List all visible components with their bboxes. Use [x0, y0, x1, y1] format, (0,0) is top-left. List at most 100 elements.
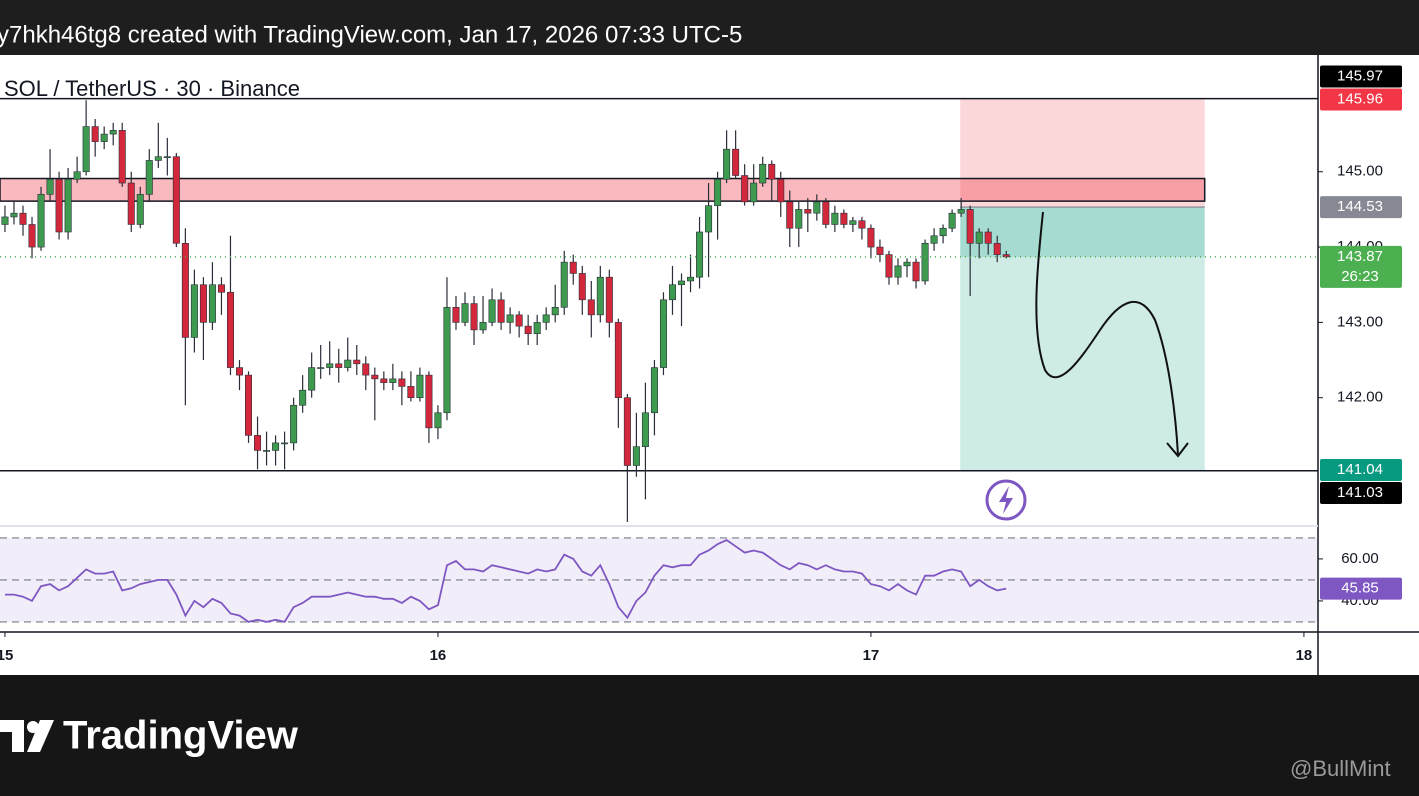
- rsi-last-label: 45.85: [1341, 580, 1379, 597]
- candle-body: [795, 209, 803, 229]
- candle-body: [28, 224, 36, 248]
- candle-body: [470, 303, 478, 331]
- resistance-zone: [0, 177, 1206, 202]
- price-label: 141.04: [1337, 461, 1383, 478]
- candle-body: [948, 212, 956, 229]
- candle-body: [362, 363, 370, 376]
- candle-body: [551, 307, 559, 316]
- candle-body: [353, 359, 361, 365]
- logo-mark: [0, 720, 24, 752]
- candle-body: [596, 276, 604, 316]
- candle-body: [560, 261, 568, 308]
- price-label: 141.03: [1337, 484, 1383, 501]
- price-label-box: [1320, 196, 1402, 219]
- candle-body: [109, 130, 117, 135]
- candle-body: [380, 378, 388, 383]
- candle-body: [299, 389, 307, 406]
- candle-body: [281, 442, 289, 445]
- chart-title: SOL / TetherUS · 30 · Binance: [4, 76, 300, 101]
- candle-body: [136, 194, 144, 225]
- candle-body: [226, 291, 234, 368]
- candle-body: [687, 276, 695, 282]
- candle-body: [750, 182, 758, 203]
- candle-body: [181, 243, 189, 338]
- candle-body: [235, 367, 243, 376]
- price-label: 143.87: [1337, 248, 1383, 265]
- candle-body: [569, 261, 577, 274]
- candle-body: [290, 404, 298, 444]
- candle-body: [614, 322, 622, 399]
- candle-body: [208, 284, 216, 323]
- candle-body: [984, 231, 992, 244]
- header-bar: [0, 0, 1419, 55]
- open-profit: [960, 207, 1205, 257]
- target-area: [960, 207, 1205, 471]
- price-countdown: 26:23: [1341, 268, 1379, 285]
- plot: 142.00143.00144.00145.001516171860.0040.…: [0, 65, 1402, 664]
- candle-body: [398, 378, 406, 387]
- candle-body: [912, 261, 920, 282]
- candle-body: [425, 374, 433, 429]
- candle-body: [461, 303, 469, 323]
- candle-body: [705, 205, 713, 233]
- candle-body: [145, 160, 153, 195]
- candle-body: [867, 227, 875, 248]
- candle-body: [127, 182, 135, 225]
- candle-body: [371, 374, 379, 380]
- candle-body: [650, 367, 658, 414]
- price-label-box: [1320, 459, 1402, 482]
- candle-body: [903, 261, 911, 267]
- candle-body: [993, 243, 1001, 255]
- candle-body: [659, 299, 667, 368]
- y-tick-label: 143.00: [1337, 313, 1383, 330]
- x-tick-label: 16: [430, 647, 447, 664]
- candle-body: [10, 212, 18, 218]
- candle-body: [533, 322, 541, 334]
- candle-body: [389, 378, 397, 383]
- candle-body: [335, 363, 343, 368]
- price-label-box: [1320, 482, 1402, 505]
- candle-body: [641, 412, 649, 447]
- candle-body: [515, 314, 523, 327]
- x-tick-label: 18: [1296, 647, 1313, 664]
- candle-body: [479, 322, 487, 331]
- candle-body: [813, 201, 821, 214]
- candle-body: [416, 374, 424, 399]
- brand-logo: TradingView: [0, 714, 299, 758]
- candle-body: [245, 374, 253, 436]
- candle-body: [217, 284, 225, 293]
- candle-body: [154, 156, 162, 161]
- candle-body: [858, 220, 866, 229]
- header-text: y7hkh46tg8 created with TradingView.com,…: [0, 21, 742, 48]
- candle-body: [524, 325, 532, 334]
- candle-body: [623, 397, 631, 466]
- price-label-box: [1320, 245, 1402, 288]
- brand-name: TradingView: [63, 714, 299, 758]
- candle-body: [957, 209, 965, 214]
- price-label: 144.53: [1337, 198, 1383, 215]
- candle-body: [741, 175, 749, 203]
- price-label: 145.96: [1337, 90, 1383, 107]
- candle-body: [317, 367, 325, 369]
- candle-body: [777, 178, 785, 203]
- candle-body: [632, 446, 640, 466]
- alert-icon[interactable]: [985, 479, 1027, 521]
- candle-body: [759, 163, 767, 184]
- stop-area: [960, 99, 1205, 208]
- candle-body: [407, 386, 415, 399]
- candle-body: [308, 367, 316, 391]
- candle-body: [723, 148, 731, 180]
- candle-body: [876, 246, 884, 255]
- y-tick-label: 142.00: [1337, 389, 1383, 406]
- x-tick-label: 15: [0, 647, 13, 664]
- footer-bar: [0, 675, 1419, 796]
- candle-body: [263, 450, 271, 452]
- candle-body: [714, 178, 722, 206]
- rsi-line: [5, 538, 1007, 623]
- candle-body: [732, 148, 740, 176]
- candle-body: [1, 216, 9, 225]
- candle-body: [822, 201, 830, 225]
- candle-body: [55, 178, 63, 233]
